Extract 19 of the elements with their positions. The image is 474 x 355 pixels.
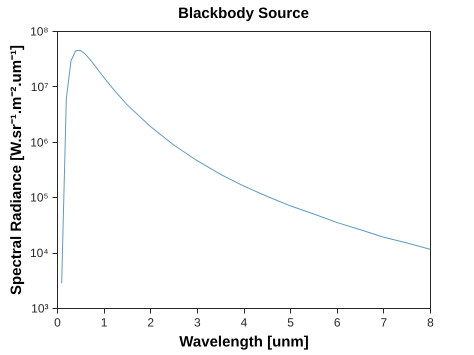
x-tick-label: 5 — [287, 316, 294, 330]
x-tick-label: 7 — [380, 316, 388, 330]
x-tick-label: 2 — [147, 316, 154, 330]
x-tick-label: 6 — [334, 316, 341, 330]
y-tick-label: 10⁸ — [30, 24, 48, 38]
x-axis-title: Wavelength [unm] — [179, 334, 309, 350]
y-tick-label: 10⁶ — [30, 135, 49, 150]
y-tick-label: 10⁵ — [30, 190, 49, 205]
y-tick-label: 10⁴ — [30, 246, 48, 260]
x-tick-label: 4 — [240, 316, 248, 330]
chart-title: Blackbody Source — [178, 5, 309, 22]
y-axis-title: Spectral Radiance [W.sr⁻¹.m⁻².um⁻¹] — [8, 44, 25, 296]
x-tick-label: 8 — [427, 316, 434, 330]
x-tick-label: 1 — [100, 316, 108, 330]
line-series — [61, 50, 430, 284]
y-tick-label: 10³ — [31, 302, 49, 316]
y-tick-label: 10⁷ — [30, 80, 48, 94]
x-tick-label: 3 — [194, 316, 202, 330]
x-tick-label: 0 — [54, 316, 62, 330]
